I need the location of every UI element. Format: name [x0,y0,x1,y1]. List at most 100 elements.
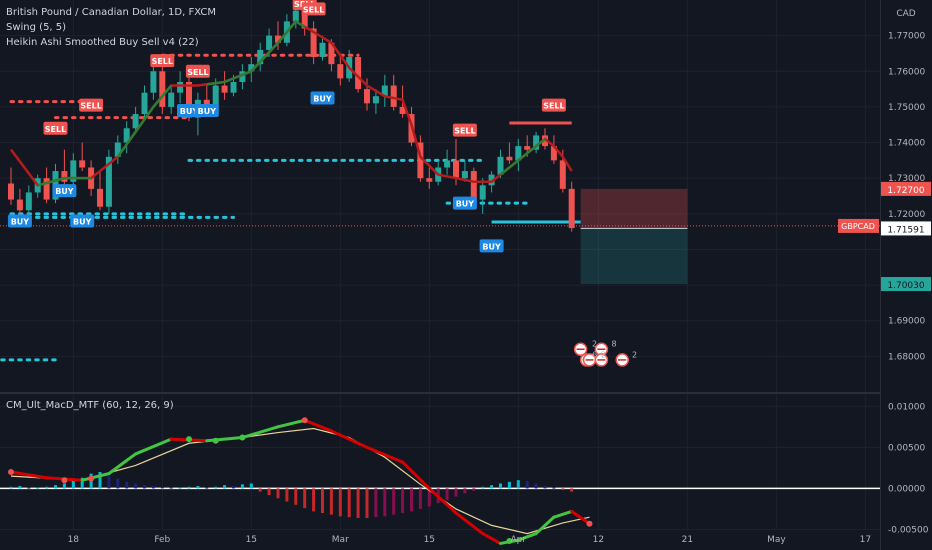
date-tick-label: May [767,535,786,545]
indicator-heikin-label[interactable]: Heikin Ashi Smoothed Buy Sell v4 (22) [6,37,199,48]
candle-body [61,171,68,182]
macd-histogram-bar [45,486,49,489]
indicator-swing-label[interactable]: Swing (5, 5) [6,22,67,33]
date-tick-label: Apr [511,535,527,545]
candle-body [248,64,255,72]
price-tick-label: 1.75000 [888,103,925,113]
candle-body [310,28,317,58]
event-badge-count: 2 [632,350,637,359]
sell-signal: SELL [303,5,324,14]
currency-label: CAD [896,9,915,19]
date-tick-label: Feb [154,535,170,545]
macd-histogram-bar [62,483,66,489]
candle-body [355,57,362,90]
candle-body [43,178,50,200]
candle-body [497,156,504,175]
candle-body [141,92,148,115]
candle-body [212,85,219,107]
macd-cross-marker [239,434,246,441]
sell-signal-bg [43,121,68,135]
heikin-line-up [37,176,92,187]
macd-histogram-bar [499,483,502,489]
chart-title[interactable]: British Pound / Canadian Dollar, 1D, FXC… [6,7,216,18]
candle-body [70,160,77,182]
macd-histogram-bar [356,488,360,518]
macd-histogram-bar [481,486,485,489]
sell-signal: SELL [543,102,564,111]
price-label-current-bg [881,221,931,236]
macd-histogram-bar [205,487,209,489]
pane-separator[interactable] [0,392,880,394]
macd-line-segment [570,509,591,526]
macd-histogram-bar [490,485,494,489]
macd-histogram-bar [543,485,547,489]
macd-histogram-bar [507,481,511,489]
macd-histogram-bar [410,488,413,512]
candle-body [364,89,370,104]
macd-histogram-bar [143,485,146,489]
macd-histogram-bar [374,488,378,518]
price-tick-label: 1.73000 [888,174,925,184]
macd-line-segment [552,509,574,519]
macd-histogram-bar [472,488,476,491]
buy-signal-bg [310,91,335,105]
buy-signal-bg [7,214,32,228]
macd-histogram-bar [276,488,280,499]
macd-histogram-bar [418,488,422,509]
sell-signal: SELL [80,102,101,111]
macd-histogram-bar [383,488,387,517]
macd-signal-line [10,427,590,535]
macd-histogram-bar [160,486,164,489]
candle-body [381,85,388,97]
macd-histogram-bar [329,488,333,515]
macd-line-segment [481,532,502,545]
candle-body [97,188,103,207]
macd-cross-marker [61,477,68,484]
date-tick-label: Mar [332,535,349,545]
macd-cross-marker [301,417,308,424]
macd-histogram-bar [347,488,351,518]
macd-histogram-bar [196,485,200,489]
price-label-current: 1.71591 [887,225,924,235]
macd-line-segment [365,445,405,464]
candle-body [328,42,335,65]
candle-body [266,35,273,50]
candle-body [257,49,264,65]
macd-histogram-bar [71,480,75,489]
candle-body [542,135,548,147]
candle-body [533,135,540,150]
macd-legend: CM_Ult_MacD_MTF (60, 12, 26, 9) [6,398,174,413]
candle-body [515,146,522,161]
take-profit-zone [580,228,688,285]
macd-line-segment [329,429,369,449]
macd-histogram-bar [392,488,396,515]
macd-histogram-bar [365,488,369,518]
macd-histogram-bar [54,485,57,489]
candle-body [461,171,468,179]
macd-histogram-bar [36,487,40,489]
price-axis[interactable] [880,0,932,550]
macd-histogram-bar [285,488,289,502]
candle-body [8,183,14,200]
macd-histogram-bar [312,488,316,512]
macd-histogram-bar [223,485,227,489]
sell-signal: SELL [152,57,173,66]
macd-histogram-bar [401,488,405,514]
macd-histogram-bar [151,485,155,489]
macd-line-segment [107,452,138,476]
candle-body [390,85,397,107]
macd-histogram-bar [445,488,449,500]
candle-body [168,92,175,107]
macd-histogram-bar [125,481,129,489]
macd-indicator-label[interactable]: CM_Ult_MacD_MTF (60, 12, 26, 9) [6,400,174,411]
candle-body [568,188,575,229]
macd-histogram-bar [80,477,84,489]
macd-cross-marker [212,437,219,444]
macd-cross-marker [8,469,14,475]
macd-histogram-bar [570,488,574,492]
buy-signal: BUY [11,217,30,226]
candle-body [123,128,130,143]
candle-body [292,10,299,22]
